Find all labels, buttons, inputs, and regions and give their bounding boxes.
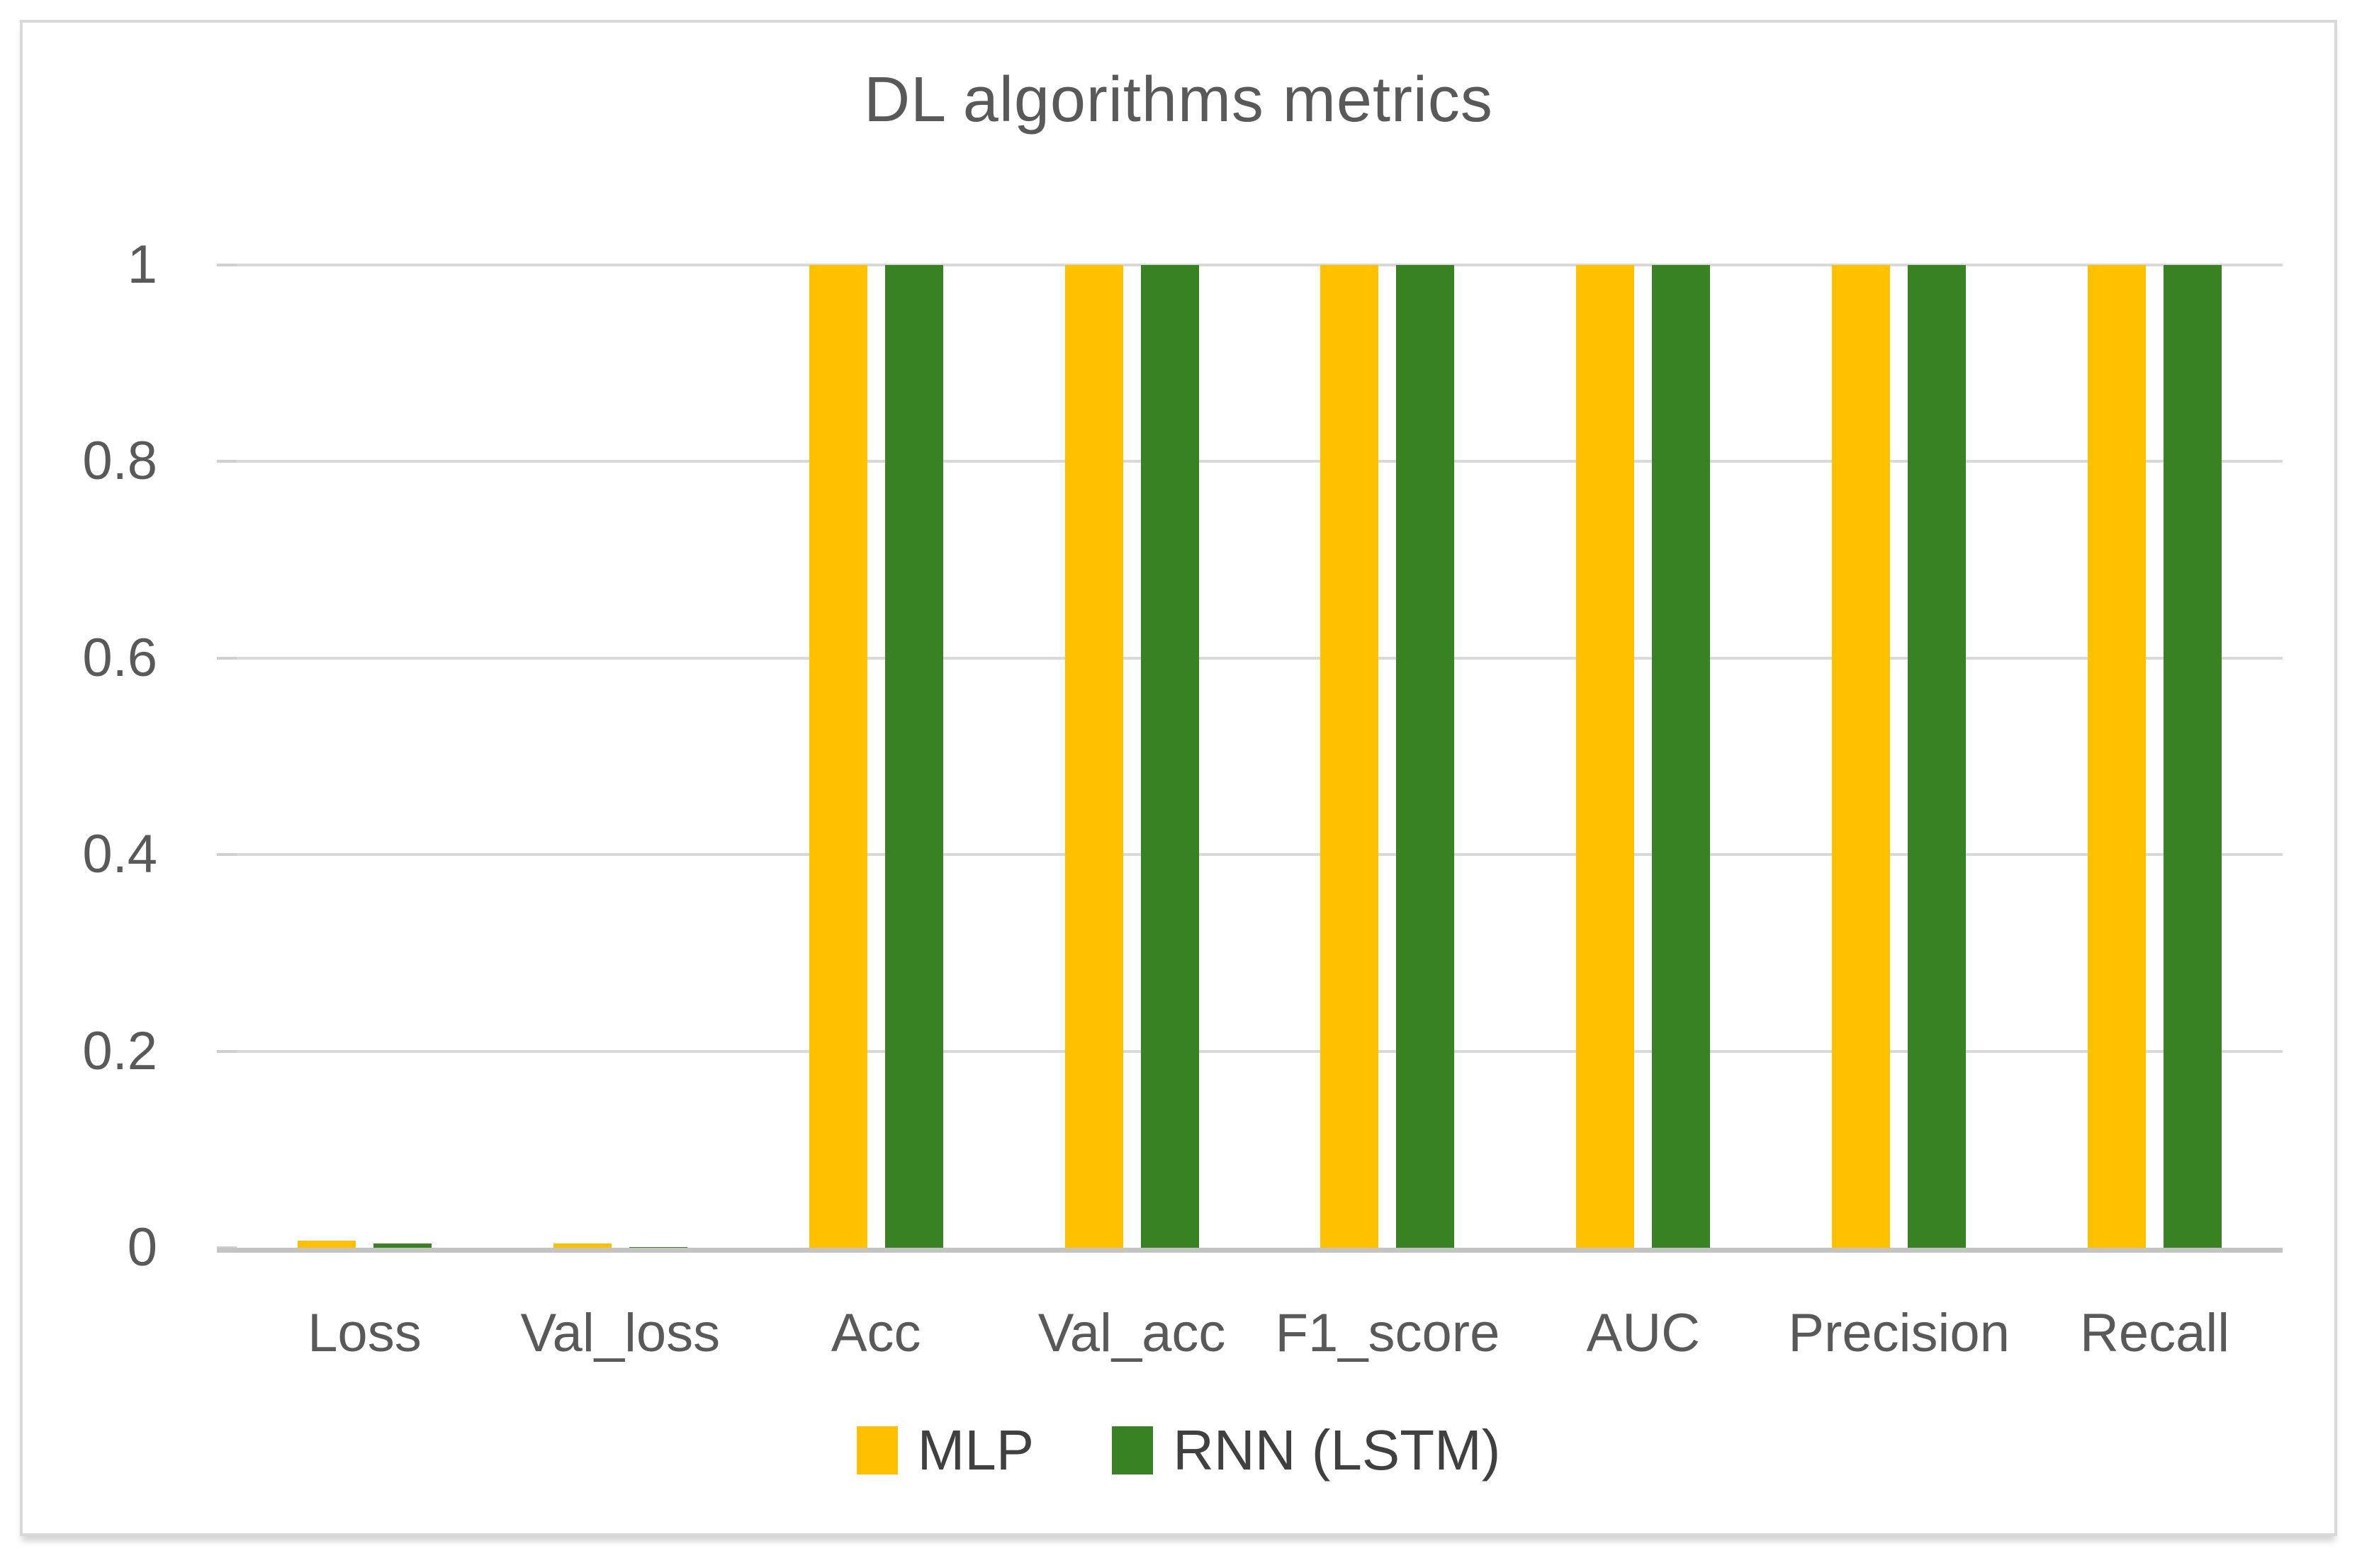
bar-rnn-lstm-recall xyxy=(2164,265,2222,1248)
bar-mlp-val_acc xyxy=(1064,265,1123,1248)
gridline xyxy=(237,853,2283,857)
y-axis-tick xyxy=(217,264,237,266)
gridline xyxy=(237,264,2283,266)
y-axis-label: 0 xyxy=(127,1217,157,1277)
gridline xyxy=(237,460,2283,463)
gridline xyxy=(237,656,2283,660)
legend-label-mlp: MLP xyxy=(917,1418,1035,1482)
y-axis-tick xyxy=(217,656,237,660)
x-axis-label: Recall xyxy=(2079,1303,2230,1363)
x-axis-label: Val_loss xyxy=(520,1303,721,1363)
bar-mlp-auc xyxy=(1576,265,1635,1248)
bar-mlp-precision xyxy=(1832,265,1891,1248)
legend-label-rnn-lstm: RNN (LSTM) xyxy=(1173,1418,1501,1482)
x-axis-label: F1_score xyxy=(1275,1303,1500,1363)
bar-mlp-recall xyxy=(2088,265,2147,1248)
bar-mlp-acc xyxy=(809,265,867,1248)
y-axis-label: 1 xyxy=(127,235,157,295)
bar-rnn-lstm-auc xyxy=(1652,265,1711,1248)
y-axis-label: 0.2 xyxy=(82,1020,157,1081)
x-axis-label: Val_acc xyxy=(1037,1303,1226,1363)
bar-rnn-lstm-f1_score xyxy=(1396,265,1455,1248)
y-axis-tick xyxy=(217,853,237,857)
chart-card: DL algorithms metrics 0 0.2 0.4 0.6 0.8 1 Loss… xyxy=(20,20,2337,1536)
y-axis-label: 0.8 xyxy=(82,431,157,492)
x-axis-label: Loss xyxy=(308,1303,422,1363)
rnn-lstm-series-swatch-icon xyxy=(1112,1426,1154,1474)
bar-rnn-lstm-val_loss xyxy=(629,1246,687,1248)
mlp-series-swatch-icon xyxy=(856,1426,898,1474)
bar-mlp-loss xyxy=(297,1241,356,1248)
x-axis-line xyxy=(217,1248,2283,1253)
legend-item-rnn-lstm: RNN (LSTM) xyxy=(1112,1422,1500,1479)
y-axis-tick xyxy=(217,1049,237,1053)
x-axis-label: AUC xyxy=(1586,1303,1701,1363)
bar-rnn-lstm-loss xyxy=(373,1243,432,1248)
bar-mlp-val_loss xyxy=(553,1243,612,1248)
x-axis-label: Precision xyxy=(1788,1303,2010,1363)
legend-item-mlp: MLP xyxy=(856,1418,1035,1482)
legend: MLP RNN (LSTM) xyxy=(23,1422,2334,1479)
gridline xyxy=(237,1049,2283,1053)
plot-area: 0 0.2 0.4 0.6 0.8 1 Loss Val_loss Acc Val_acc F1_s… xyxy=(23,23,2334,1533)
bar-rnn-lstm-val_acc xyxy=(1140,265,1199,1248)
x-axis-label: Acc xyxy=(831,1303,921,1363)
bar-mlp-f1_score xyxy=(1320,265,1379,1248)
y-axis-label: 0.6 xyxy=(82,627,157,688)
y-axis-tick xyxy=(217,460,237,463)
bar-rnn-lstm-acc xyxy=(884,265,943,1248)
y-axis-label: 0.4 xyxy=(82,824,157,885)
bar-rnn-lstm-precision xyxy=(1908,265,1967,1248)
chart-title: DL algorithms metrics xyxy=(864,64,1493,135)
